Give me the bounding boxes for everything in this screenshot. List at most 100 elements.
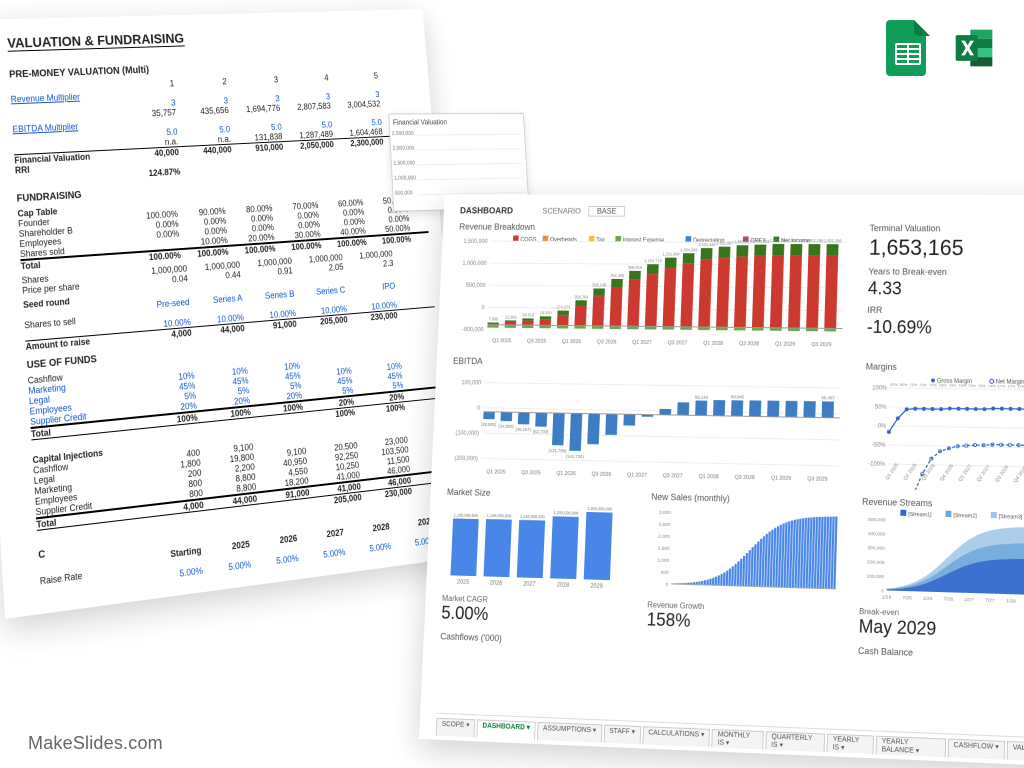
- terminal-valuation: 1,653,165: [869, 235, 1024, 262]
- tab-quarterly-is[interactable]: QUARTERLY IS▾: [765, 731, 825, 752]
- svg-text:1,260,000,000: 1,260,000,000: [587, 506, 613, 512]
- svg-text:Q1 2025: Q1 2025: [885, 462, 901, 482]
- svg-text:1,502,196: 1,502,196: [788, 238, 807, 243]
- svg-text:1,000,000: 1,000,000: [462, 261, 486, 267]
- irr: -10.69%: [867, 317, 1024, 340]
- svg-text:(200,000): (200,000): [454, 456, 478, 463]
- tab-calculations[interactable]: CALCULATIONS▾: [642, 726, 710, 747]
- tab-staff[interactable]: STAFF▾: [603, 725, 641, 745]
- svg-text:-50%: -50%: [872, 442, 886, 448]
- tab-yearly-is[interactable]: YEARLY IS▾: [827, 734, 874, 754]
- svg-text:18,518: 18,518: [522, 312, 535, 317]
- svg-text:(45,167): (45,167): [515, 427, 531, 432]
- svg-text:2028: 2028: [557, 582, 570, 589]
- svg-text:0: 0: [481, 305, 484, 311]
- svg-text:42%: 42%: [890, 382, 898, 387]
- svg-text:(28,000): (28,000): [481, 422, 497, 427]
- svg-text:Q3 2028: Q3 2028: [994, 464, 1010, 484]
- svg-text:(34,000): (34,000): [498, 424, 514, 429]
- svg-text:Q1 2027: Q1 2027: [958, 463, 974, 483]
- tab-dashboard[interactable]: DASHBOARD▾: [476, 719, 535, 739]
- margins-chart: Gross MarginNet Margin100%50%0%-50%-100%…: [862, 373, 1024, 493]
- svg-text:100%: 100%: [873, 385, 888, 391]
- svg-text:3,000: 3,000: [659, 510, 671, 516]
- svg-text:Q4 2028: Q4 2028: [1013, 464, 1024, 484]
- svg-text:500,000: 500,000: [466, 283, 486, 289]
- svg-text:-100%: -100%: [869, 461, 886, 468]
- svg-text:1,500: 1,500: [657, 545, 669, 552]
- scenario-select[interactable]: BASE: [588, 206, 625, 217]
- tab-cashflow[interactable]: CASHFLOW▾: [947, 739, 1004, 760]
- svg-text:Q3 2025: Q3 2025: [527, 339, 547, 345]
- svg-text:(52,730): (52,730): [533, 429, 549, 434]
- svg-text:Q1 2027: Q1 2027: [632, 340, 652, 346]
- revenue-streams-chart: [Stream1][Stream2][Stream3]500,000400,00…: [859, 509, 1024, 611]
- svg-text:1,148,000,000: 1,148,000,000: [520, 514, 546, 520]
- brand: MakeSlides.com: [28, 733, 163, 754]
- svg-text:19,930: 19,930: [540, 310, 553, 315]
- svg-text:784,450: 784,450: [610, 273, 625, 278]
- revenue-breakdown-chart: COGSOverheadsTaxInterest ExpenseDeprecia…: [454, 233, 849, 353]
- svg-text:-500,000: -500,000: [462, 327, 484, 333]
- svg-text:Q1 2025: Q1 2025: [492, 338, 512, 344]
- svg-text:(100,000): (100,000): [455, 431, 479, 437]
- svg-text:17%: 17%: [1017, 384, 1024, 389]
- svg-text:0: 0: [477, 406, 480, 412]
- svg-text:Q4 2026: Q4 2026: [939, 463, 955, 483]
- svg-text:1,500,000: 1,500,000: [463, 239, 487, 245]
- tab-yearly-balance[interactable]: YEARLY BALANCE▾: [875, 736, 945, 758]
- new-sales-chart: 3,0002,5002,0001,5001,0005000: [648, 504, 842, 605]
- svg-text:1/25: 1/25: [882, 594, 892, 601]
- svg-text:Q1 2029: Q1 2029: [775, 341, 795, 347]
- svg-text:1,231,494: 1,231,494: [662, 252, 680, 257]
- svg-text:73%: 73%: [929, 382, 937, 387]
- svg-text:73%: 73%: [949, 383, 957, 388]
- svg-text:1,423,440: 1,423,440: [698, 242, 716, 247]
- svg-text:1,354,266: 1,354,266: [680, 247, 698, 252]
- svg-text:Q1 2028: Q1 2028: [703, 341, 723, 347]
- svg-text:1,483,167: 1,483,167: [734, 239, 752, 244]
- tab-assumptions[interactable]: ASSUMPTIONS▾: [537, 722, 602, 743]
- svg-text:595,145: 595,145: [592, 283, 607, 288]
- svg-text:0%: 0%: [878, 423, 887, 429]
- svg-text:50%: 50%: [875, 404, 887, 410]
- tab-valuation[interactable]: VALUATION▾: [1006, 741, 1024, 762]
- svg-text:1/28: 1/28: [1006, 598, 1016, 605]
- svg-text:17%: 17%: [998, 383, 1007, 388]
- valuation-spreadsheet: 123456 VALUATION & FUNDRAISING PRE-MONEY…: [0, 9, 469, 619]
- svg-text:2026: 2026: [490, 580, 503, 587]
- svg-text:COGS: COGS: [520, 237, 536, 243]
- svg-text:300,000: 300,000: [868, 545, 886, 552]
- svg-text:73%: 73%: [919, 382, 927, 387]
- tab-monthly-is[interactable]: MONTHLY IS▾: [712, 729, 764, 750]
- svg-text:2,000: 2,000: [658, 534, 670, 540]
- svg-text:Q3 2027: Q3 2027: [663, 473, 683, 480]
- svg-text:Q1 2027: Q1 2027: [627, 472, 647, 479]
- app-icons: [886, 20, 996, 76]
- svg-text:7/27: 7/27: [985, 597, 995, 604]
- svg-text:72%: 72%: [910, 382, 918, 387]
- ebitda-chart: 100,0000(100,000)(200,000)(28,000)(34,00…: [448, 368, 845, 488]
- svg-text:(121,795): (121,795): [548, 448, 567, 453]
- svg-text:59,045: 59,045: [731, 394, 745, 399]
- svg-text:Q2 2027: Q2 2027: [976, 464, 992, 484]
- svg-text:Q1 2026: Q1 2026: [556, 471, 576, 478]
- years-to-breakeven: 4.33: [868, 278, 1024, 300]
- svg-text:956,019: 956,019: [628, 265, 643, 270]
- svg-text:2025: 2025: [457, 579, 470, 585]
- kpi-col: Terminal Valuation 1,653,165 Years to Br…: [866, 223, 1024, 356]
- svg-text:17%: 17%: [1008, 383, 1017, 388]
- svg-text:Tax: Tax: [596, 238, 605, 244]
- svg-text:100,000: 100,000: [867, 573, 885, 580]
- svg-text:Interest Expense: Interest Expense: [623, 238, 665, 244]
- dashboard-title: DASHBOARD: [460, 206, 513, 216]
- svg-text:1,000: 1,000: [657, 557, 669, 564]
- tab-scope[interactable]: SCOPE▾: [436, 718, 476, 738]
- svg-text:Q1 2025: Q1 2025: [486, 469, 506, 475]
- svg-text:60%: 60%: [900, 382, 908, 387]
- svg-text:56,143: 56,143: [695, 394, 709, 399]
- svg-text:Q1 2026: Q1 2026: [562, 339, 582, 345]
- svg-text:Q3 2028: Q3 2028: [735, 475, 755, 482]
- market-size-chart: 1,145,000,00020251,148,000,00020261,148,…: [442, 499, 631, 598]
- svg-text:1,451,587: 1,451,587: [716, 241, 734, 246]
